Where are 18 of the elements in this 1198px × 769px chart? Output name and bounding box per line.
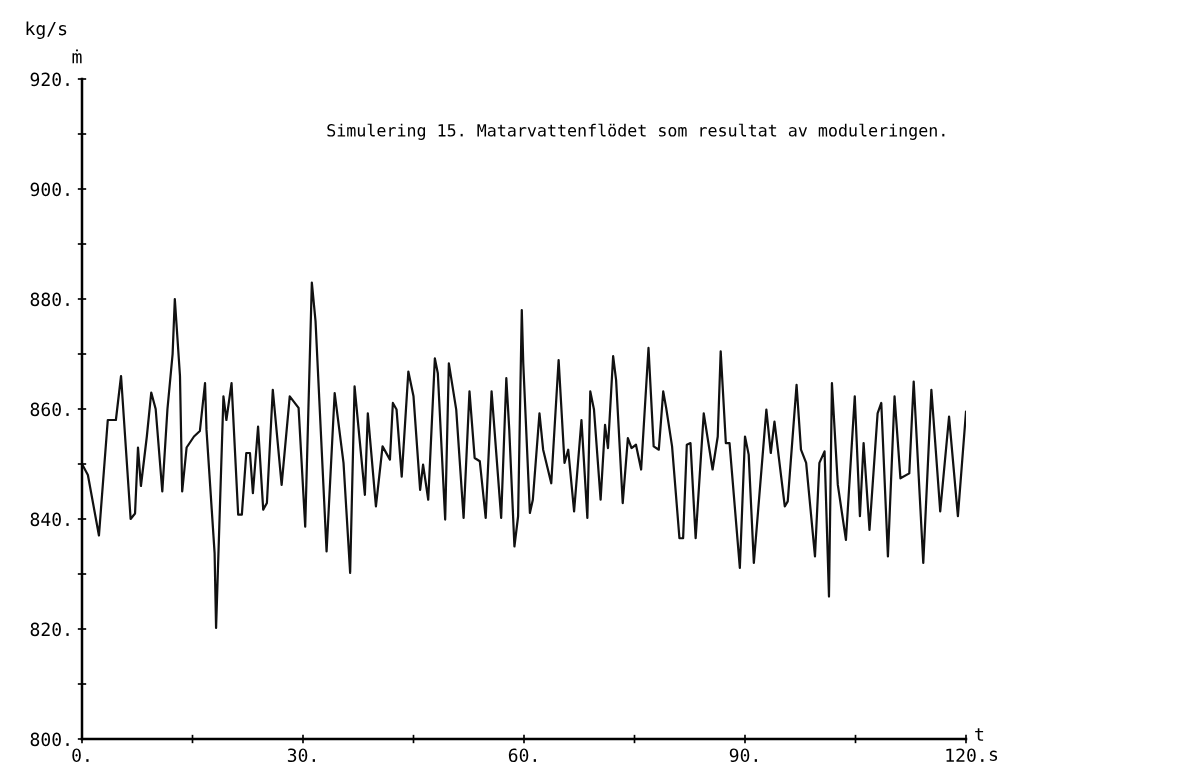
x-axis-title: t <box>975 728 984 741</box>
x-tick-label: 60. <box>508 748 536 763</box>
line-series <box>82 281 966 630</box>
y-tick-label: 920. <box>30 72 69 87</box>
y-tick-label: 860. <box>30 402 69 417</box>
y-tick-label: 840. <box>30 512 69 527</box>
y-tick-label: 820. <box>30 622 69 637</box>
y-tick-label: 800. <box>30 732 69 747</box>
y-tick-label: 900. <box>30 182 69 197</box>
x-tick-label: 0. <box>72 748 89 763</box>
text: s <box>989 750 998 761</box>
y-axis-title: ṁ <box>72 49 82 64</box>
text: Simulering 15. Matarvattenflödet som resultat av moduleringen. <box>327 123 945 140</box>
y-tick-label: 880. <box>30 292 69 307</box>
x-tick-label: 30. <box>287 748 315 763</box>
x-tick-label: 120. <box>946 748 984 763</box>
x-tick-label: 90. <box>729 748 757 763</box>
text: kg/s <box>26 21 67 39</box>
